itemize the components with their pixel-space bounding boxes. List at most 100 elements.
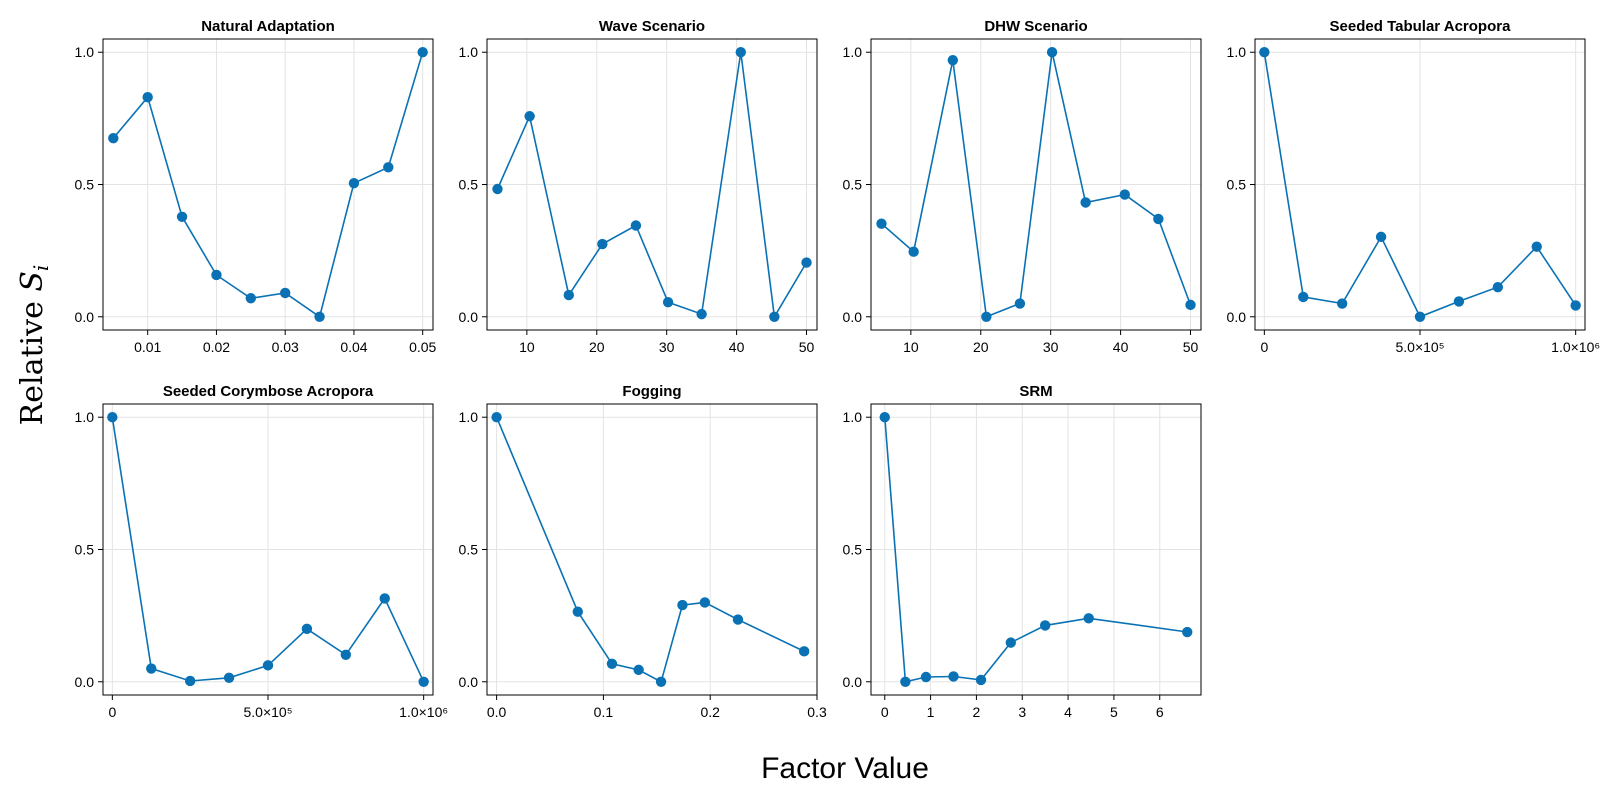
x-tick-label: 5.0×10⁵ — [1395, 339, 1444, 355]
data-point — [1119, 189, 1130, 200]
x-tick-label: 50 — [1183, 339, 1199, 355]
y-tick-label: 0.0 — [75, 674, 95, 690]
y-tick-label: 0.0 — [75, 309, 95, 325]
y-tick-label: 0.0 — [843, 309, 863, 325]
y-tick-label: 1.0 — [459, 44, 479, 60]
y-tick-label: 1.0 — [1227, 44, 1247, 60]
data-point — [1375, 231, 1387, 243]
data-point — [900, 676, 911, 687]
panel-title: Wave Scenario — [599, 18, 705, 35]
y-tick-label: 1.0 — [75, 409, 95, 425]
x-tick-label: 1.0×10⁶ — [399, 704, 448, 720]
panel-title: Natural Adaptation — [201, 18, 335, 35]
x-tick-label: 30 — [1043, 339, 1059, 355]
data-point — [677, 599, 688, 611]
x-tick-label: 2 — [973, 704, 981, 720]
data-point — [572, 606, 583, 617]
x-tick-label: 1 — [927, 704, 935, 720]
y-tick-label: 0.5 — [843, 177, 863, 193]
data-point — [279, 287, 291, 299]
data-point — [1153, 213, 1164, 225]
x-tick-label: 0 — [881, 704, 889, 720]
panel-title: DHW Scenario — [984, 18, 1087, 35]
data-point — [1014, 298, 1026, 309]
data-point — [948, 671, 959, 682]
y-tick-label: 0.5 — [75, 177, 95, 193]
data-point — [262, 660, 274, 671]
data-point — [1259, 47, 1270, 58]
x-tick-label: 0 — [108, 704, 116, 720]
y-tick-label: 0.5 — [459, 177, 479, 193]
data-point — [1185, 299, 1196, 311]
y-tick-label: 0.0 — [843, 674, 863, 690]
x-tick-label: 0.3 — [807, 704, 827, 720]
data-point — [655, 676, 667, 687]
chart-panel: Fogging 0.0 0.1 0.2 0.3 0.0 0.5 1.0 — [459, 383, 827, 720]
y-tick-label: 1.0 — [843, 409, 863, 425]
chart-panel: Seeded Corymbose Acropora 0 5.0×10⁵ 1.0×10⁶… — [75, 383, 449, 720]
data-point — [1080, 197, 1091, 208]
data-point — [1005, 637, 1016, 648]
data-point — [732, 614, 744, 625]
data-point — [108, 133, 119, 144]
data-point — [769, 311, 780, 322]
x-tick-label: 6 — [1156, 704, 1164, 720]
panel-title: Fogging — [622, 383, 681, 400]
x-tick-label: 10 — [903, 339, 919, 355]
data-point — [142, 92, 153, 103]
y-tick-label: 0.5 — [459, 542, 479, 558]
x-tick-label: 0.02 — [203, 339, 230, 355]
panel-title: Seeded Corymbose Acropora — [163, 383, 374, 400]
x-tick-label: 0.03 — [272, 339, 299, 355]
x-tick-label: 0.2 — [700, 704, 720, 720]
y-tick-label: 1.0 — [843, 44, 863, 60]
panel-title: SRM — [1019, 383, 1052, 400]
data-point — [146, 663, 157, 674]
x-tick-label: 40 — [729, 339, 745, 355]
y-axis-label-subscript: i — [29, 265, 53, 271]
y-tick-label: 0.5 — [75, 542, 95, 558]
y-axis-label-text: Relative — [15, 292, 50, 426]
data-point — [379, 593, 390, 604]
x-tick-label: 40 — [1113, 339, 1129, 355]
x-tick-label: 0 — [1260, 339, 1268, 355]
y-tick-label: 0.0 — [1227, 309, 1247, 325]
data-point — [1039, 620, 1051, 631]
data-point — [1182, 626, 1193, 638]
x-tick-label: 30 — [659, 339, 675, 355]
data-point — [699, 597, 711, 608]
series-line — [112, 51, 424, 319]
x-tick-label: 0.1 — [594, 704, 614, 720]
chart-panel: Seeded Tabular Acropora 0 5.0×10⁵ 1.0×10⁶ 0.… — [1227, 18, 1600, 355]
data-point — [301, 623, 313, 635]
chart-panel: Wave Scenario 10 20 30 40 50 0.0 0.5 1.0 — [459, 18, 818, 355]
x-axis-label: Factor Value — [761, 752, 929, 785]
data-point — [1083, 613, 1094, 624]
data-point — [417, 47, 428, 58]
data-point — [1570, 300, 1581, 311]
data-point — [492, 183, 503, 195]
x-tick-label: 1.0×10⁶ — [1551, 339, 1600, 355]
data-point — [947, 54, 959, 66]
data-point — [107, 412, 118, 423]
y-tick-label: 1.0 — [75, 44, 95, 60]
data-point — [908, 246, 919, 257]
y-tick-label: 0.5 — [1227, 177, 1247, 193]
data-point — [1414, 311, 1426, 322]
data-point — [975, 674, 987, 686]
data-point — [633, 664, 644, 676]
data-point — [696, 308, 707, 320]
data-point — [176, 211, 188, 222]
x-tick-label: 20 — [589, 339, 605, 355]
data-point — [383, 162, 394, 173]
series-line — [496, 52, 808, 320]
data-point — [876, 218, 887, 229]
panel-title: Seeded Tabular Acropora — [1330, 18, 1512, 35]
y-tick-label: 0.0 — [459, 674, 479, 690]
data-point — [981, 311, 992, 322]
data-point — [223, 672, 235, 684]
x-tick-label: 0.05 — [409, 339, 436, 355]
x-tick-label: 20 — [973, 339, 989, 355]
